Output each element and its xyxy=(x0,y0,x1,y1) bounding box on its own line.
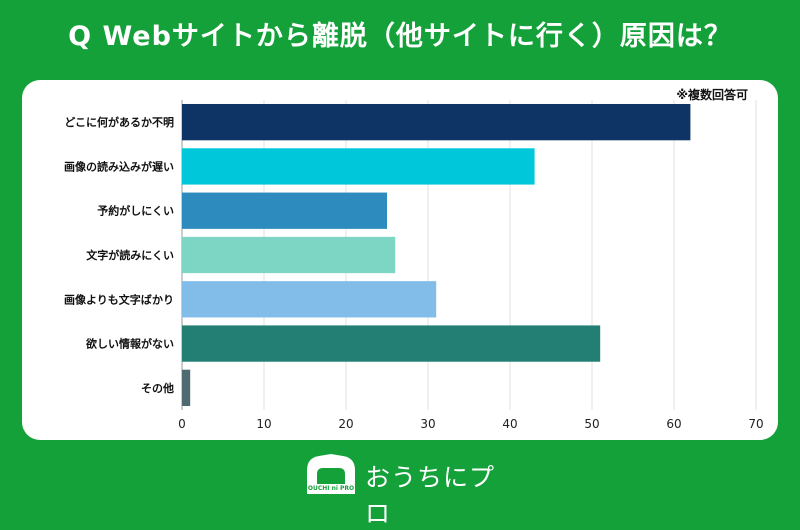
category-label: どこに何があるか不明 xyxy=(64,115,174,129)
category-label: 画像の読み込みが遅い xyxy=(64,159,174,173)
bar-4 xyxy=(182,236,396,274)
bar-1 xyxy=(182,103,691,141)
bar-5 xyxy=(182,281,437,318)
x-tick-label: 20 xyxy=(338,417,353,431)
category-label: 予約がしにくい xyxy=(97,204,174,218)
bar-6 xyxy=(182,325,601,362)
x-tick-label: 70 xyxy=(748,417,763,431)
logo-mark-text: OUCHI ni PRO xyxy=(307,485,355,492)
bar-7 xyxy=(182,369,191,407)
x-tick-label: 10 xyxy=(256,417,271,431)
brand-logo: OUCHI ni PRO おうちにプロ xyxy=(303,452,503,528)
x-tick-label: 60 xyxy=(666,417,681,431)
multiple-answers-note: ※複数回答可 xyxy=(676,88,748,102)
x-tick-label: 40 xyxy=(502,417,517,431)
page-title: Q Webサイトから離脱（他サイトに行く）原因は？ xyxy=(68,21,732,52)
bar-chart: 0 10 20 30 40 50 60 70 どこに何があるか不明画像の読み込みが遅い予約がしに… xyxy=(64,100,764,431)
x-tick-label: 0 xyxy=(178,417,186,431)
x-tick-label: 30 xyxy=(420,417,435,431)
logo-text: おうちにプロ xyxy=(365,463,496,528)
category-label: その他 xyxy=(141,381,174,395)
category-label: 画像よりも文字ばかり xyxy=(64,292,174,306)
chart-panel: ※複数回答可 0 10 20 30 40 50 60 70 どこに何があるか不明 画像の読み込みが… xyxy=(22,80,778,440)
category-label: 文字が読みにくい xyxy=(86,248,174,262)
house-logo-icon xyxy=(307,454,355,494)
x-tick-label: 50 xyxy=(584,417,599,431)
bar-3 xyxy=(182,192,387,229)
bar-2 xyxy=(182,148,535,185)
category-label: 欲しい情報がない xyxy=(85,337,174,351)
